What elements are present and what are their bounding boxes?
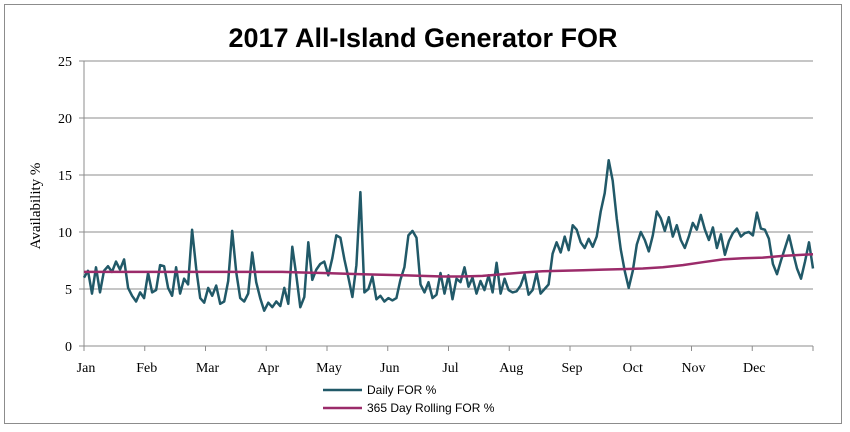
x-tick-label: Nov: [681, 361, 705, 376]
chart-title: 2017 All-Island Generator FOR: [228, 23, 617, 53]
y-tick-label: 5: [65, 283, 72, 298]
x-tick-label: Jun: [380, 361, 399, 376]
series-line-daily-for: [82, 158, 815, 312]
x-tick-label: May: [316, 361, 342, 376]
grid-lines: [79, 60, 813, 347]
x-tick-label: Aug: [499, 361, 523, 376]
legend-label: 365 Day Rolling FOR %: [367, 401, 495, 415]
y-axis-label: Availability %: [28, 163, 44, 250]
series-line-rolling-for: [84, 252, 814, 278]
x-tick-label: Dec: [743, 361, 766, 376]
x-tick-label: Feb: [136, 361, 157, 376]
legend-label: Daily FOR %: [367, 383, 437, 397]
x-tick-label: Oct: [623, 361, 643, 376]
x-tick-label: Mar: [196, 361, 220, 376]
chart-frame: [4, 4, 842, 424]
x-tick-label: Jan: [77, 361, 96, 376]
x-tick-label: Jul: [442, 361, 458, 376]
series-lines: [82, 158, 815, 312]
x-tick-labels: Jan Feb Mar Apr May Jun Jul Aug Sep Oct Nov Dec: [77, 361, 766, 376]
y-tick-label: 0: [65, 340, 72, 355]
x-tick-label: Apr: [257, 361, 279, 376]
legend: Daily FOR % 365 Day Rolling FOR %: [323, 383, 495, 415]
y-tick-label: 10: [58, 226, 72, 241]
axes: [83, 61, 814, 351]
y-tick-labels: 0 5 10 15 20 25: [58, 55, 72, 355]
y-tick-label: 20: [58, 112, 72, 127]
x-tick-label: Sep: [562, 361, 583, 376]
y-tick-label: 15: [58, 169, 72, 184]
y-tick-label: 25: [58, 55, 72, 70]
